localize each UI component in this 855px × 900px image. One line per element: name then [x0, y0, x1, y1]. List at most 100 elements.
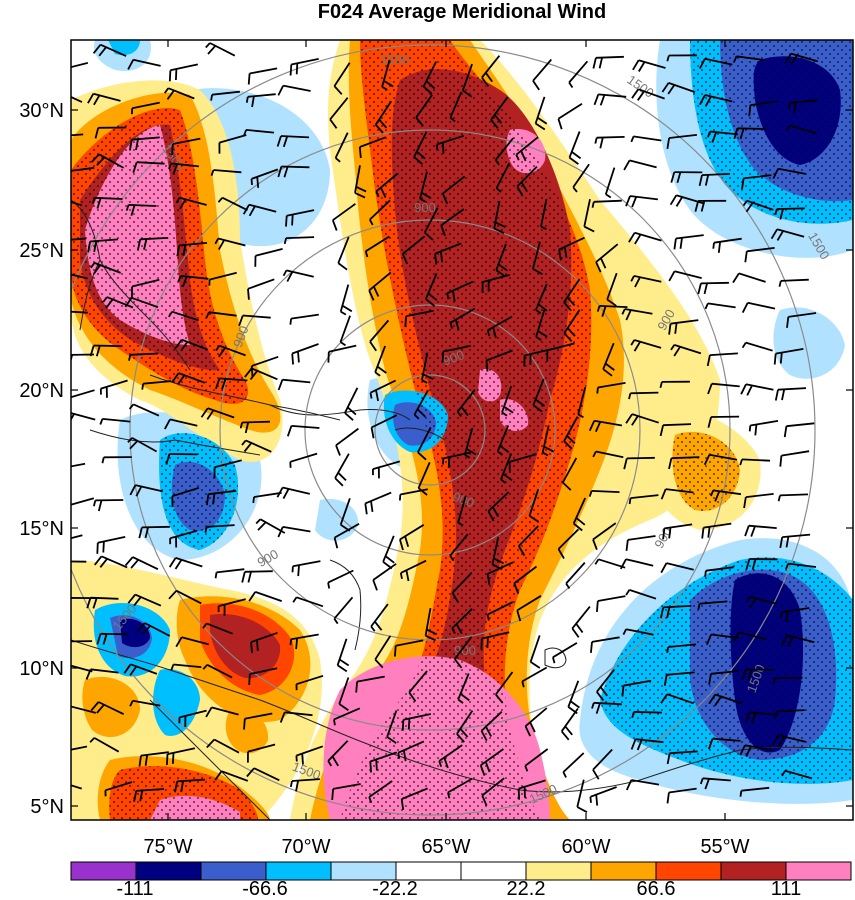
wind-barb — [164, 418, 198, 430]
wind-barb — [740, 383, 774, 396]
wind-barb — [291, 560, 321, 577]
wind-barb — [333, 596, 354, 625]
wind-barb — [630, 339, 662, 352]
wind-barb — [486, 315, 513, 339]
wind-barb — [128, 403, 160, 417]
wind-barb — [440, 208, 465, 237]
wind-barb — [588, 490, 620, 497]
wind-barb — [632, 59, 666, 72]
wind-barb — [516, 165, 538, 197]
wind-barb — [289, 58, 319, 76]
wind-barb — [524, 707, 548, 737]
wind-barb — [621, 679, 652, 697]
wind-barb — [329, 97, 349, 129]
wind-barb — [463, 427, 477, 459]
wind-barb — [344, 387, 359, 421]
wind-barb — [668, 270, 702, 282]
coastlines — [71, 199, 853, 820]
wind-barb — [168, 310, 199, 322]
wind-barb — [552, 642, 578, 664]
wind-barb — [279, 711, 313, 723]
wind-barb — [745, 558, 778, 570]
wind-barb — [71, 200, 82, 207]
wind-barb — [532, 241, 543, 276]
wind-barb — [333, 707, 361, 726]
wind-barb — [666, 787, 697, 804]
wind-barb — [606, 272, 618, 307]
range-ring-label: 900 — [230, 324, 252, 350]
colorbar-swatch — [785, 861, 852, 881]
lon-tick-label: 65°W — [421, 836, 470, 858]
wind-barb — [394, 639, 424, 657]
wind-barb — [707, 130, 738, 143]
wind-barb — [707, 415, 740, 428]
wind-barb — [250, 631, 278, 654]
wind-barb — [596, 669, 615, 702]
wind-barb — [369, 199, 391, 226]
wind-barb — [174, 778, 206, 793]
wind-barb — [777, 493, 809, 502]
lat-tick-label: 15°N — [19, 518, 64, 540]
wind-barb — [744, 247, 775, 263]
wind-barb — [774, 387, 807, 401]
wind-barb — [441, 345, 471, 363]
wind-barb — [739, 786, 770, 797]
wind-barb — [368, 780, 393, 804]
wind-barb — [591, 701, 622, 714]
wind-barb — [250, 355, 279, 378]
wind-barb — [625, 589, 657, 600]
wind-barb — [774, 207, 805, 220]
wind-barb — [206, 738, 240, 754]
wind-barb — [424, 272, 438, 307]
colorbar-label: 22.2 — [507, 878, 546, 900]
range-rings — [71, 44, 816, 816]
stippling — [71, 40, 853, 820]
wind-barb — [241, 439, 272, 453]
wind-barb — [572, 497, 587, 532]
wind-barb — [661, 82, 696, 95]
wind-barb — [282, 269, 314, 282]
wind-barb — [456, 389, 476, 418]
lon-tick-label: 60°W — [561, 836, 610, 858]
wind-barb — [596, 595, 626, 612]
wind-barb — [87, 238, 119, 253]
wind-barb — [741, 174, 772, 190]
wind-barb — [508, 453, 537, 473]
wind-barb — [590, 636, 620, 653]
wind-barb — [205, 311, 237, 319]
wind-barb — [334, 132, 349, 163]
wind-barb — [327, 740, 349, 767]
wind-barb — [171, 372, 206, 385]
wind-barb — [704, 566, 734, 577]
wind-barb — [205, 706, 239, 718]
wind-barb — [334, 453, 350, 487]
wind-barb — [178, 709, 207, 727]
colorbar — [70, 861, 852, 881]
wind-barb — [399, 559, 427, 582]
wind-barb — [517, 779, 546, 800]
wind-barb — [710, 489, 742, 502]
wind-barb — [744, 524, 777, 537]
wind-barb — [481, 777, 505, 806]
wind-barb — [238, 314, 271, 327]
wind-barb — [515, 136, 539, 162]
plot-area: 900 900 900 900 900 900 900 900 1500 150… — [71, 40, 853, 820]
wind-barb — [739, 458, 771, 466]
lat-tick-label: 25°N — [19, 240, 64, 262]
wind-barb — [785, 562, 817, 570]
wind-barb — [780, 607, 810, 623]
wind-barbs — [71, 42, 819, 813]
wind-barb — [481, 274, 510, 293]
wind-barb — [369, 319, 390, 352]
wind-barb — [92, 43, 127, 57]
wind-barb — [706, 633, 740, 646]
wind-barb — [516, 595, 542, 622]
wind-barb — [415, 94, 433, 127]
wind-barb — [90, 153, 125, 169]
wind-barb — [71, 534, 83, 540]
wind-barb — [741, 341, 773, 352]
wind-barb — [277, 165, 310, 178]
wind-barb — [521, 666, 548, 688]
wind-barb — [327, 344, 357, 363]
